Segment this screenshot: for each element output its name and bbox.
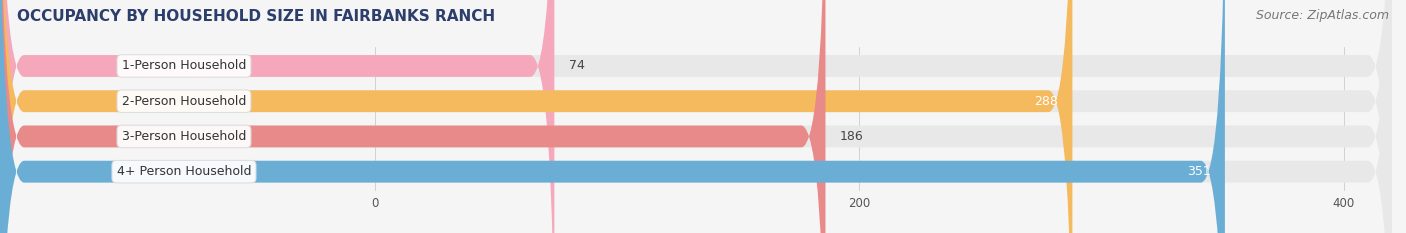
Text: 288: 288 (1033, 95, 1057, 108)
FancyBboxPatch shape (0, 0, 825, 233)
Text: 186: 186 (839, 130, 863, 143)
Text: 4+ Person Household: 4+ Person Household (117, 165, 252, 178)
FancyBboxPatch shape (0, 0, 1225, 233)
Text: OCCUPANCY BY HOUSEHOLD SIZE IN FAIRBANKS RANCH: OCCUPANCY BY HOUSEHOLD SIZE IN FAIRBANKS… (17, 9, 495, 24)
Text: Source: ZipAtlas.com: Source: ZipAtlas.com (1256, 9, 1389, 22)
Text: 1-Person Household: 1-Person Household (122, 59, 246, 72)
FancyBboxPatch shape (0, 0, 1073, 233)
Text: 74: 74 (569, 59, 585, 72)
Text: 3-Person Household: 3-Person Household (122, 130, 246, 143)
Text: 351: 351 (1187, 165, 1211, 178)
FancyBboxPatch shape (0, 0, 554, 233)
Text: 2-Person Household: 2-Person Household (122, 95, 246, 108)
